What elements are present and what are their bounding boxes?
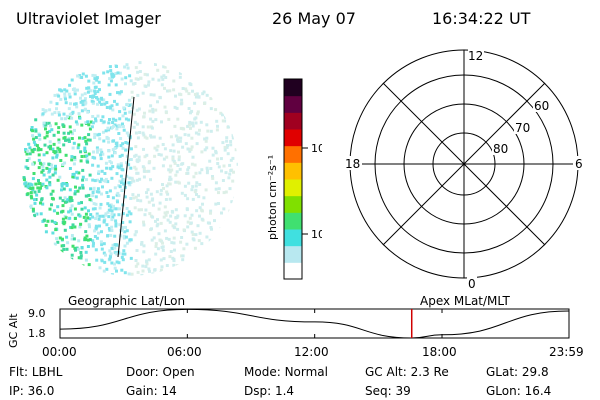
lat-label-70: 70 [515,121,530,135]
colorbar-tick-10: 10 [311,228,322,241]
auroral-emission [22,61,238,276]
status-seq: Seq: 39 [365,384,411,398]
status-glat: GLat: 29.8 [486,365,549,379]
status-ip: IP: 36.0 [9,384,55,398]
colorbar-cell [284,229,302,247]
time-tick-2359: 23:59 [549,345,584,359]
colorbar-cell [284,262,302,280]
colorbar-cell [284,162,302,180]
colorbar-cell [284,212,302,230]
status-door: Door: Open [126,365,195,379]
status-flt: Flt: LBHL [9,365,63,379]
time-tick-0000: 00:00 [42,345,77,359]
timeline-right-title: Apex MLat/MLT [420,294,510,308]
altitude-curve [59,308,570,339]
colorbar-cell [284,79,302,97]
timeline-chart: GC Alt 9.0 1.8 00:00 06:00 12:00 18:00 2… [7,307,584,359]
mlt-label-18: 18 [345,157,360,171]
lat-label-60: 60 [534,99,549,113]
colorbar-cell [284,245,302,263]
polar-plot: 12 18 6 0 60 70 80 [344,48,583,291]
timeline-ylabel: GC Alt [7,313,20,348]
status-mode: Mode: Normal [244,365,328,379]
status-gain: Gain: 14 [126,384,177,398]
app-title: Ultraviolet Imager [16,9,161,28]
mlt-label-12: 12 [468,49,483,63]
terminator-line [117,96,135,258]
status-dsp: Dsp: 1.4 [244,384,295,398]
colorbar-cell [284,112,302,130]
color-bar: 100 10 photon cm⁻²s⁻¹ [266,78,322,280]
date-label: 26 May 07 [272,9,356,28]
auroral-image [22,61,238,276]
colorbar-cell [284,95,302,113]
colorbar-cell [284,129,302,147]
polar-axis-diagonal-2 [382,82,546,246]
timeline-frame [59,308,570,339]
time-label: 16:34:22 UT [432,9,531,28]
lat-label-80: 80 [493,142,508,156]
timeline-left-title: Geographic Lat/Lon [68,294,186,308]
colorbar-cell [284,145,302,163]
time-tick-1800: 18:00 [422,345,457,359]
timeline-ytick-low: 1.8 [28,327,46,340]
time-tick-1200: 12:00 [294,345,329,359]
colorbar-cell [284,195,302,213]
colorbar-cell [284,179,302,197]
mlt-label-6: 6 [575,157,583,171]
status-glon: GLon: 16.4 [486,384,552,398]
status-gc-alt: GC Alt: 2.3 Re [365,365,449,379]
colorbar-tick-100: 100 [311,142,322,155]
time-tick-0600: 06:00 [167,345,202,359]
timeline-ytick-high: 9.0 [28,307,46,320]
colorbar-unit-label: photon cm⁻²s⁻¹ [266,155,279,240]
mlt-label-0: 0 [468,277,476,291]
